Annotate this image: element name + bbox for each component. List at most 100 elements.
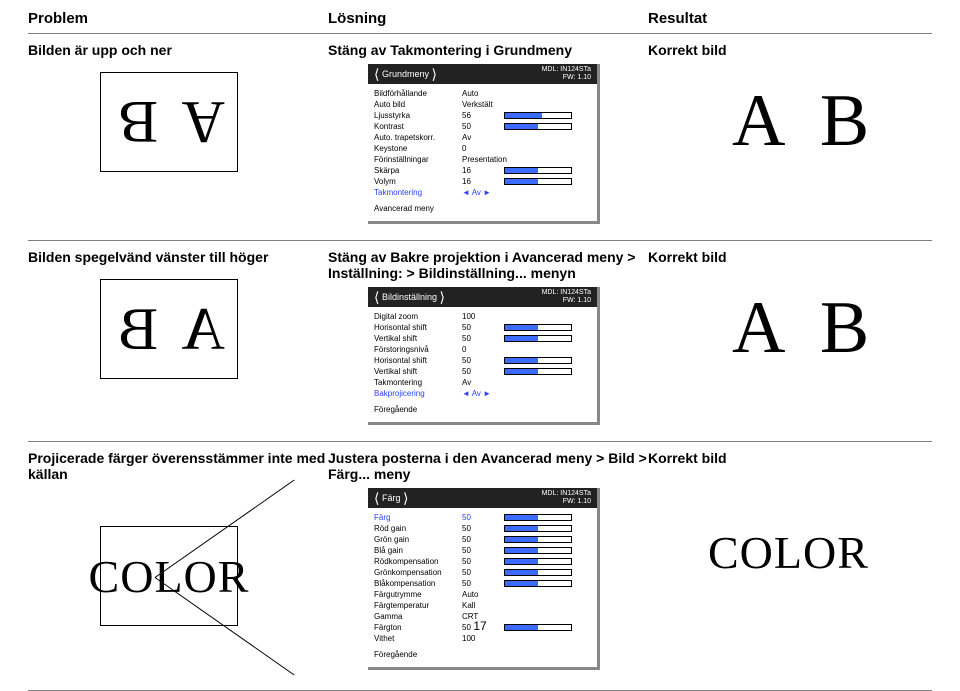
menu-header: ⟨ Färg ⟩ MDL: IN124STaFW: 1.10 <box>368 488 597 508</box>
menu-item-bar <box>504 547 572 554</box>
menu-item: Grön gain50 <box>374 534 591 545</box>
menu-bildinstallning: ⟨ Bildinställning ⟩ MDL: IN124STaFW: 1.1… <box>368 287 600 425</box>
menu-item-bar <box>504 525 572 532</box>
menu-item-value: 50 <box>462 367 504 376</box>
menu-farg: ⟨ Färg ⟩ MDL: IN124STaFW: 1.10 Färg50Röd… <box>368 488 600 670</box>
ab-mirrored: A B <box>112 299 225 359</box>
menu-item-value: ◄ Av ► <box>462 389 504 398</box>
menu-item-value: Auto <box>462 590 504 599</box>
menu-item-label: Volym <box>374 177 462 186</box>
menu-item: Blå gain50 <box>374 545 591 556</box>
menu-mdl: MDL: IN124STa <box>542 490 591 497</box>
menu-fw: FW: 1.10 <box>563 498 591 505</box>
result-desc: Korrekt bild <box>648 42 908 58</box>
menu-item-label: Auto. trapetskorr. <box>374 133 462 142</box>
table-header: Problem Lösning Resultat <box>28 10 932 27</box>
problem-illustration: A B <box>100 279 238 379</box>
color-correct: COLOR <box>708 526 908 579</box>
menu-item: Auto. trapetskorr.Av <box>374 132 591 143</box>
menu-item-label: Keystone <box>374 144 462 153</box>
menu-item-label: Horisontal shift <box>374 356 462 365</box>
menu-item-bar <box>504 112 572 119</box>
problem-desc: Bilden spegelvänd vänster till höger <box>28 249 328 265</box>
menu-item-value: 50 <box>462 513 504 522</box>
menu-grundmeny: ⟨ Grundmeny ⟩ MDL: IN124STaFW: 1.10 Bild… <box>368 64 600 224</box>
menu-item-label: Ljusstyrka <box>374 111 462 120</box>
menu-item-bar <box>504 178 572 185</box>
menu-item-bar <box>504 569 572 576</box>
menu-item-bar <box>504 558 572 565</box>
menu-item: Volym16 <box>374 176 591 187</box>
menu-item-label: Takmontering <box>374 378 462 387</box>
menu-item: Rödkompensation50 <box>374 556 591 567</box>
menu-item-value: 0 <box>462 345 504 354</box>
menu-item-bar <box>504 536 572 543</box>
ab-correct: A B <box>732 84 908 158</box>
menu-item-bar <box>504 624 572 631</box>
menu-item-label: Gamma <box>374 612 462 621</box>
menu-footer: Föregående <box>374 405 591 414</box>
color-wrong: COLOR <box>89 550 250 603</box>
menu-header: ⟨ Grundmeny ⟩ MDL: IN124STaFW: 1.10 <box>368 64 597 84</box>
ab-upside-down: A B <box>112 92 225 152</box>
menu-item-label: Blåkompensation <box>374 579 462 588</box>
problem-illustration: A B <box>100 72 238 172</box>
menu-item-value: 16 <box>462 166 504 175</box>
menu-body: Digital zoom100Horisontal shift50Vertika… <box>368 307 597 422</box>
result-desc: Korrekt bild <box>648 450 908 466</box>
menu-item-bar <box>504 514 572 521</box>
menu-item-value: 50 <box>462 535 504 544</box>
menu-fw: FW: 1.10 <box>563 297 591 304</box>
menu-item-value: 50 <box>462 323 504 332</box>
menu-item-label: Auto bild <box>374 100 462 109</box>
menu-title: Bildinställning <box>382 291 437 301</box>
menu-mdl: MDL: IN124STa <box>542 289 591 296</box>
menu-item-label: Förstoringsnivå <box>374 345 462 354</box>
menu-footer: Föregående <box>374 650 591 659</box>
menu-item-value: Verkstält <box>462 100 504 109</box>
problem-desc: Bilden är upp och ner <box>28 42 328 58</box>
menu-item: TakmonteringAv <box>374 377 591 388</box>
menu-item-label: Kontrast <box>374 122 462 131</box>
menu-item: Horisontal shift50 <box>374 322 591 333</box>
col-losning: Lösning <box>328 10 648 27</box>
menu-item-label: Färgtemperatur <box>374 601 462 610</box>
menu-item-label: Vertikal shift <box>374 367 462 376</box>
menu-item-bar <box>504 357 572 364</box>
menu-item-label: Grön gain <box>374 535 462 544</box>
menu-item: Färg50 <box>374 512 591 523</box>
menu-item-label: Färg <box>374 513 462 522</box>
menu-item-value: Auto <box>462 89 504 98</box>
menu-item-value: Presentation <box>462 155 504 164</box>
menu-title: Grundmeny <box>382 68 429 78</box>
menu-item: Förstoringsnivå0 <box>374 344 591 355</box>
menu-item: Vertikal shift50 <box>374 333 591 344</box>
page-number: 17 <box>473 619 486 633</box>
menu-item: Auto bildVerkstält <box>374 99 591 110</box>
menu-item: Horisontal shift50 <box>374 355 591 366</box>
menu-item: Grönkompensation50 <box>374 567 591 578</box>
menu-item-value: 50 <box>462 356 504 365</box>
menu-item-value: 50 <box>462 546 504 555</box>
problem-desc: Projicerade färger överensstämmer inte m… <box>28 450 328 482</box>
menu-item-label: Rödkompensation <box>374 557 462 566</box>
menu-item-value: 16 <box>462 177 504 186</box>
menu-item-value: Av <box>462 378 504 387</box>
col-resultat: Resultat <box>648 10 908 27</box>
menu-item-label: Grönkompensation <box>374 568 462 577</box>
menu-item-value: 50 <box>462 568 504 577</box>
menu-item-value: 0 <box>462 144 504 153</box>
menu-item-bar <box>504 324 572 331</box>
menu-item-value: 56 <box>462 111 504 120</box>
menu-item-label: Röd gain <box>374 524 462 533</box>
menu-item: Bakprojicering◄ Av ► <box>374 388 591 399</box>
menu-title: Färg <box>382 492 401 502</box>
menu-item-value: 50 <box>462 334 504 343</box>
col-problem: Problem <box>28 10 328 27</box>
menu-mdl: MDL: IN124STa <box>542 66 591 73</box>
menu-item-value: Av <box>462 133 504 142</box>
menu-item: BildförhållandeAuto <box>374 88 591 99</box>
menu-item-value: ◄ Av ► <box>462 188 504 197</box>
menu-item-label: Förinställningar <box>374 155 462 164</box>
solution-desc: Stäng av Bakre projektion i Avancerad me… <box>328 249 648 281</box>
